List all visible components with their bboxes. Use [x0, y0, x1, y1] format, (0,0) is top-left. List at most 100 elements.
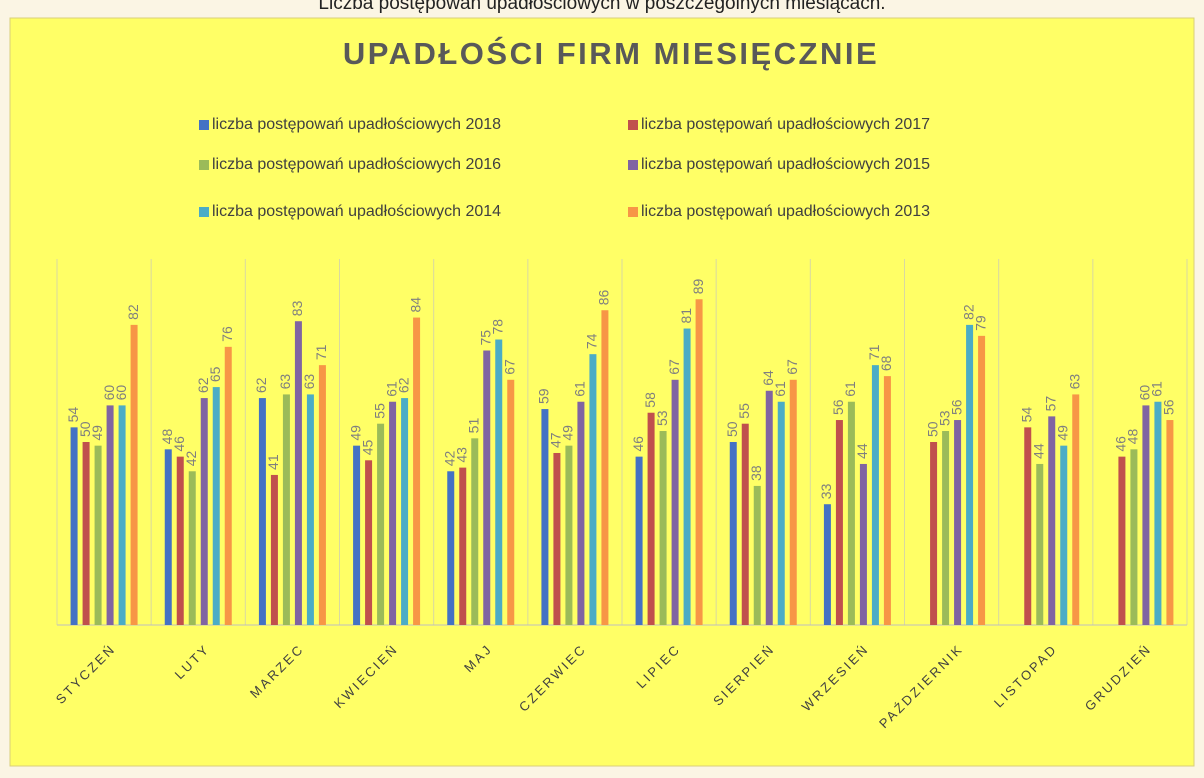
data-label: 63 [277, 374, 293, 390]
legend-swatch [628, 207, 638, 217]
data-label: 82 [125, 304, 141, 320]
bar [777, 401, 785, 625]
data-label: 46 [1113, 436, 1129, 452]
data-label: 61 [842, 381, 858, 397]
bar [942, 431, 950, 625]
data-label: 74 [584, 333, 600, 349]
bar [1060, 445, 1068, 625]
data-label: 60 [113, 385, 129, 401]
legend-swatch [628, 160, 638, 170]
bar [1072, 394, 1080, 625]
legend-label: liczba postępowań upadłościowych 2018 [212, 116, 501, 133]
chart-title: UPADŁOŚCI FIRM MIESIĘCZNIE [343, 35, 879, 71]
legend-swatch [628, 120, 638, 130]
data-label: 61 [772, 381, 788, 397]
data-label: 54 [1018, 407, 1034, 423]
data-label: 55 [736, 403, 752, 419]
bar [577, 401, 585, 625]
data-label: 50 [77, 421, 93, 437]
legend-label: liczba postępowań upadłościowych 2016 [212, 156, 501, 173]
bar [671, 379, 679, 625]
data-label: 53 [654, 410, 670, 426]
bar [459, 467, 467, 625]
data-label: 61 [572, 381, 588, 397]
data-label: 48 [159, 429, 175, 445]
data-label: 61 [383, 381, 399, 397]
data-label: 49 [560, 425, 576, 441]
bar [1130, 449, 1138, 625]
data-label: 48 [1125, 429, 1141, 445]
data-label: 71 [313, 344, 329, 360]
data-label: 79 [972, 315, 988, 331]
bar [212, 387, 220, 625]
data-label: 83 [289, 300, 305, 316]
bar [188, 471, 196, 625]
data-label: 57 [1042, 396, 1058, 412]
bar [930, 442, 938, 625]
data-label: 65 [207, 366, 223, 382]
bar [483, 350, 491, 625]
bar [282, 394, 290, 625]
bar [1118, 456, 1126, 625]
legend-swatch [199, 120, 209, 130]
data-label: 84 [407, 297, 423, 313]
data-label: 75 [477, 330, 493, 346]
bar [954, 420, 962, 625]
bar [258, 398, 266, 625]
bar [847, 401, 855, 625]
data-label: 45 [359, 440, 375, 456]
data-label: 59 [536, 388, 552, 404]
data-label: 33 [818, 483, 834, 499]
legend-label: liczba postępowań upadłościowych 2013 [641, 203, 930, 220]
bar [823, 504, 831, 625]
data-label: 81 [678, 308, 694, 324]
bar [94, 445, 102, 625]
data-label: 82 [960, 304, 976, 320]
bar [859, 463, 867, 625]
bar [753, 485, 761, 625]
data-label: 43 [453, 447, 469, 463]
data-label: 67 [784, 359, 800, 375]
bar [978, 335, 986, 625]
data-label: 56 [830, 399, 846, 415]
data-label: 44 [854, 443, 870, 459]
bar [966, 324, 974, 625]
caption: Liczba postępowań upadłościowych w poszc… [318, 0, 885, 14]
bar [495, 339, 503, 625]
bar [1024, 427, 1032, 625]
bar [741, 423, 749, 625]
data-label: 61 [1149, 381, 1165, 397]
data-label: 54 [65, 407, 81, 423]
data-label: 76 [219, 326, 235, 342]
bar [1154, 401, 1162, 625]
bar [695, 299, 703, 625]
data-label: 68 [878, 355, 894, 371]
bar [306, 394, 314, 625]
data-label: 47 [548, 432, 564, 448]
data-label: 53 [936, 410, 952, 426]
data-label: 50 [924, 421, 940, 437]
data-label: 42 [441, 450, 457, 466]
bar [82, 442, 90, 625]
data-label: 60 [1137, 385, 1153, 401]
data-label: 62 [253, 377, 269, 393]
bar [401, 398, 409, 625]
legend-label: liczba postępowań upadłościowych 2015 [641, 156, 930, 173]
data-label: 67 [501, 359, 517, 375]
data-label: 50 [724, 421, 740, 437]
data-label: 63 [1066, 374, 1082, 390]
bar [106, 405, 114, 625]
data-label: 62 [395, 377, 411, 393]
data-label: 44 [1030, 443, 1046, 459]
bar [871, 365, 879, 625]
bar [589, 354, 597, 625]
bar [883, 376, 891, 625]
legend-swatch [199, 160, 209, 170]
data-label: 71 [866, 344, 882, 360]
data-label: 49 [1054, 425, 1070, 441]
bar [683, 328, 691, 625]
bar [365, 460, 373, 625]
data-label: 49 [347, 425, 363, 441]
legend-label: liczba postępowań upadłościowych 2017 [641, 116, 930, 133]
